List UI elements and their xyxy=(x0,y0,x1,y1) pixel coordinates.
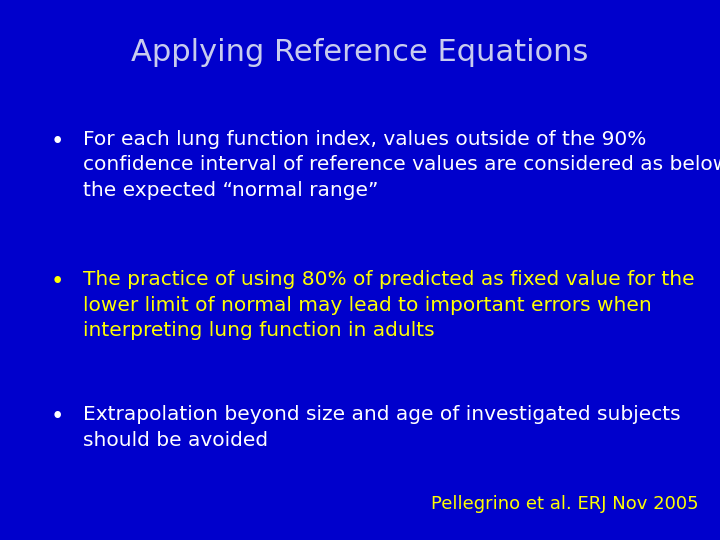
Text: Extrapolation beyond size and age of investigated subjects
should be avoided: Extrapolation beyond size and age of inv… xyxy=(83,405,680,450)
Text: The practice of using 80% of predicted as fixed value for the
lower limit of nor: The practice of using 80% of predicted a… xyxy=(83,270,694,341)
Text: •: • xyxy=(50,270,64,293)
Text: Pellegrino et al. ERJ Nov 2005: Pellegrino et al. ERJ Nov 2005 xyxy=(431,495,698,513)
Text: •: • xyxy=(50,130,64,153)
Text: For each lung function index, values outside of the 90%
confidence interval of r: For each lung function index, values out… xyxy=(83,130,720,200)
Text: •: • xyxy=(50,405,64,428)
Text: Applying Reference Equations: Applying Reference Equations xyxy=(131,38,589,67)
